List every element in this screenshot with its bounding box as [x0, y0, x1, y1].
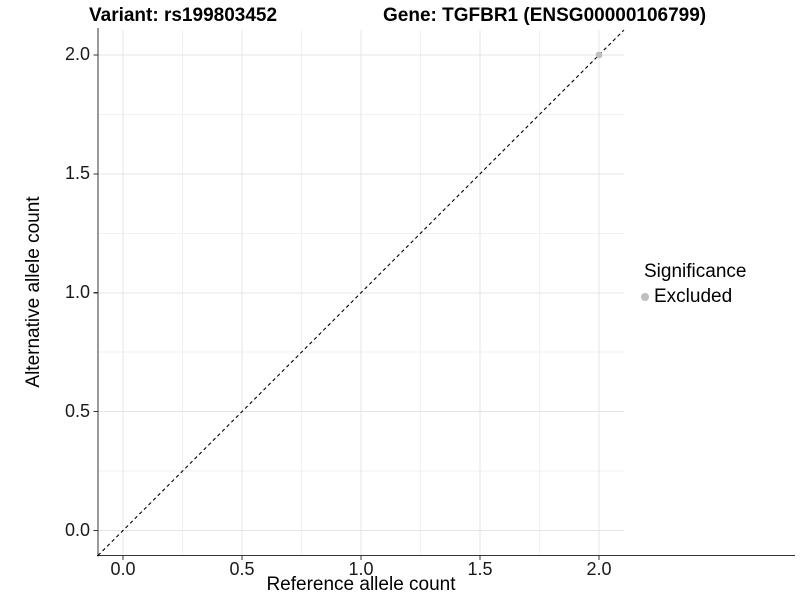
y-tick-label: 1.0 [64, 281, 90, 302]
legend-title: Significance [644, 261, 747, 282]
legend-items: Excluded [641, 286, 746, 308]
identity-line [97, 29, 625, 556]
y-tick-label: 2.0 [64, 43, 90, 64]
variant-title: Variant: rs199803452 [89, 5, 278, 26]
y-tick-label: 0.5 [64, 400, 90, 421]
legend-item: Excluded [641, 286, 746, 308]
x-tick-label: 1.5 [467, 559, 493, 579]
x-tick-label: 0.0 [110, 559, 136, 579]
x-tick-label: 0.5 [229, 559, 255, 579]
y-tick-label: 0.0 [64, 519, 90, 540]
legend: Significance Excluded [641, 261, 746, 308]
x-tick-label: 1.0 [348, 559, 374, 579]
legend-item-label: Excluded [654, 286, 733, 307]
y-axis-title: Alternative allele count [23, 196, 44, 388]
y-tick-label: 1.5 [64, 162, 90, 183]
x-axis-title: Reference allele count [266, 574, 456, 595]
x-tick-label: 2.0 [586, 559, 612, 579]
legend-key-dot [641, 293, 649, 301]
gene-title: Gene: TGFBR1 (ENSG00000106799) [383, 5, 707, 26]
data-point [595, 51, 603, 59]
